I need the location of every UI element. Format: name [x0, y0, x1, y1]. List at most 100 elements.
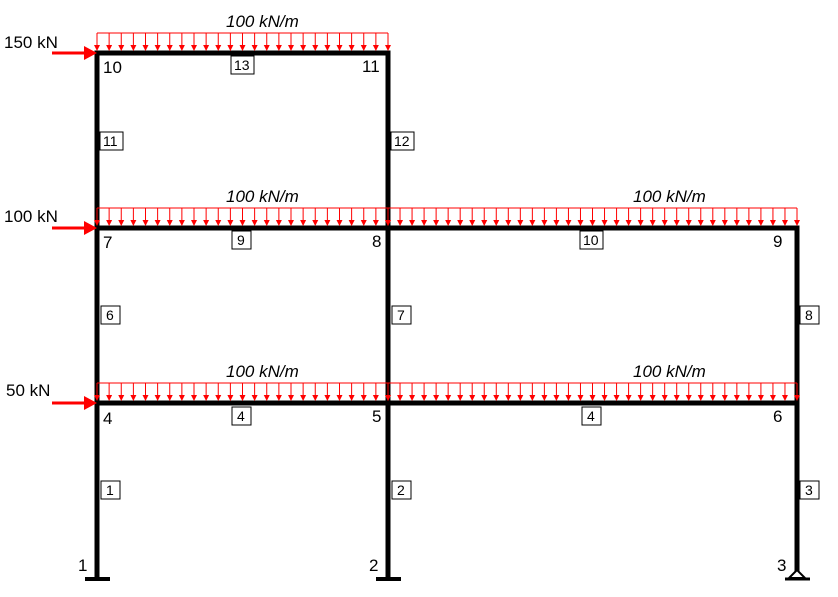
- member-label: 2: [397, 482, 405, 498]
- udl-arrow-head: [239, 220, 246, 226]
- udl-arrow-head: [649, 395, 656, 401]
- udl-arrow-head: [263, 45, 270, 51]
- udl-arrow-head: [324, 220, 331, 226]
- point-load-label: 100 kN: [4, 207, 58, 226]
- member-label: 10: [583, 232, 599, 248]
- distributed-load-5-6: 100 kN/m: [385, 362, 800, 401]
- udl-arrow-head: [397, 395, 404, 401]
- udl-arrow-head: [445, 220, 452, 226]
- distributed-load-4-5: 100 kN/m: [94, 362, 391, 401]
- udl-arrow-head: [263, 220, 270, 226]
- udl-arrow-head: [733, 220, 740, 226]
- udl-arrow-head: [348, 395, 355, 401]
- udl-arrow-head: [94, 395, 100, 401]
- udl-arrow-head: [757, 395, 764, 401]
- udl-arrow-head: [300, 45, 307, 51]
- member-label: 7: [397, 307, 405, 323]
- udl-arrow-head: [203, 220, 210, 226]
- udl-arrow-head: [529, 395, 536, 401]
- node-label: 2: [369, 556, 378, 575]
- udl-arrow-head: [517, 395, 524, 401]
- udl-arrow-head: [275, 220, 282, 226]
- udl-arrow-head: [469, 220, 476, 226]
- udl-arrow-head: [360, 395, 367, 401]
- udl-arrow-head: [794, 220, 800, 226]
- udl-arrow-head: [613, 220, 620, 226]
- udl-arrow-head: [745, 220, 752, 226]
- member-label: 11: [103, 133, 118, 149]
- udl-arrow-head: [541, 220, 548, 226]
- udl-arrow-head: [661, 395, 668, 401]
- udl-arrow-head: [275, 395, 282, 401]
- node-label: 3: [777, 556, 786, 575]
- udl-arrow-head: [166, 45, 173, 51]
- udl-arrow-head: [203, 45, 210, 51]
- udl-arrow-head: [348, 45, 355, 51]
- udl-arrow-head: [191, 45, 197, 51]
- member-label-box: 6: [100, 305, 121, 325]
- udl-arrow-head: [409, 395, 416, 401]
- udl-arrow-head: [637, 395, 644, 401]
- udl-arrow-head: [372, 395, 379, 401]
- udl-arrow-head: [445, 395, 452, 401]
- udl-arrow-head: [251, 45, 258, 51]
- udl-arrow-head: [565, 220, 572, 226]
- node-label: 9: [773, 232, 782, 251]
- udl-arrow-head: [697, 220, 704, 226]
- udl-arrow-head: [685, 395, 692, 401]
- udl-arrow-head: [781, 220, 788, 226]
- member-label-box: 13: [230, 55, 255, 75]
- udl-arrow-head: [481, 395, 488, 401]
- udl-arrow-head: [553, 220, 560, 226]
- udl-arrow-head: [300, 395, 307, 401]
- distributed-load-7-8: 100 kN/m: [94, 187, 391, 226]
- udl-arrow-head: [745, 395, 752, 401]
- point-load-node-7: 100 kN: [4, 207, 97, 235]
- udl-label: 100 kN/m: [633, 187, 706, 206]
- point-load-node-10: 150 kN: [4, 33, 97, 60]
- udl-arrow-head: [673, 395, 680, 401]
- udl-arrow-head: [541, 395, 548, 401]
- udl-arrow-head: [312, 220, 319, 226]
- member-label: 3: [805, 482, 813, 498]
- udl-arrow-head: [215, 220, 222, 226]
- udl-arrow-head: [637, 220, 644, 226]
- member-label: 9: [237, 232, 245, 248]
- udl-arrow-head: [385, 220, 391, 226]
- udl-arrow-head: [769, 220, 776, 226]
- udl-arrow-head: [251, 220, 258, 226]
- udl-arrow-head: [215, 395, 222, 401]
- udl-arrow-head: [360, 220, 367, 226]
- udl-label: 100 kN/m: [226, 362, 299, 381]
- node-label: 6: [773, 407, 782, 426]
- udl-arrow-head: [721, 220, 728, 226]
- udl-arrow-head: [288, 395, 294, 401]
- udl-arrow-head: [154, 45, 161, 51]
- udl-arrow-head: [178, 45, 185, 51]
- udl-arrow-head: [721, 395, 728, 401]
- member-label-box: 11: [99, 131, 124, 151]
- udl-arrow-head: [505, 395, 512, 401]
- distributed-load-8-9: 100 kN/m: [385, 187, 800, 226]
- udl-arrow-head: [757, 220, 764, 226]
- udl-arrow-head: [142, 45, 149, 51]
- udl-arrow-head: [733, 395, 740, 401]
- udl-arrow-head: [769, 395, 776, 401]
- supports: [85, 568, 810, 581]
- udl-arrow-head: [288, 220, 294, 226]
- udl-arrow-head: [336, 45, 343, 51]
- udl-arrow-head: [336, 395, 343, 401]
- udl-arrow-head: [154, 395, 161, 401]
- node-label: 5: [372, 407, 381, 426]
- udl-arrow-head: [493, 220, 500, 226]
- udl-arrow-head: [433, 395, 440, 401]
- node-label: 11: [362, 57, 380, 76]
- member-label-box: 2: [391, 480, 412, 500]
- udl-arrow-head: [227, 45, 234, 51]
- node-label: 7: [103, 233, 112, 252]
- udl-arrow-head: [130, 220, 137, 226]
- udl-arrow-head: [263, 395, 270, 401]
- udl-arrow-head: [106, 395, 113, 401]
- udl-arrow-head: [312, 45, 319, 51]
